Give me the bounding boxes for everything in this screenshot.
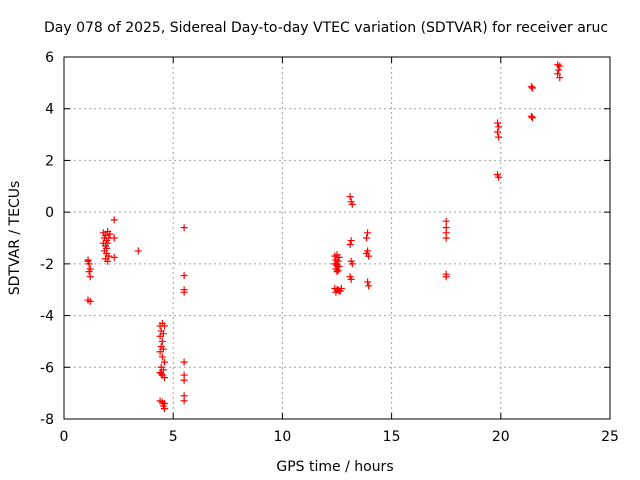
data-point: [160, 405, 168, 413]
data-point: [346, 193, 354, 201]
data-point: [104, 257, 112, 265]
chart-title: Day 078 of 2025, Sidereal Day-to-day VTE…: [44, 20, 608, 36]
y-tick-label: 4: [45, 102, 54, 118]
data-point: [160, 358, 168, 366]
data-point: [158, 353, 166, 361]
data-point: [110, 253, 118, 261]
data-point: [495, 133, 503, 141]
x-tick-label: 5: [169, 429, 178, 445]
data-point: [495, 173, 503, 181]
data-points: [84, 61, 564, 413]
data-point: [180, 376, 188, 384]
data-point: [158, 337, 166, 345]
data-point: [85, 260, 93, 268]
data-point: [346, 240, 354, 248]
axis-ticks: 0 5 10 15 20 25 -8 -6 -4 -2 0 2 4 6: [40, 50, 619, 445]
y-tick-label: 0: [45, 205, 54, 221]
x-axis-label: GPS time / hours: [276, 459, 393, 475]
x-tick-label: 0: [60, 429, 69, 445]
data-point: [180, 224, 188, 232]
data-point: [134, 247, 142, 255]
data-point: [362, 234, 370, 242]
y-tick-label: -8: [40, 412, 54, 428]
data-point: [556, 74, 564, 82]
y-tick-label: 6: [45, 50, 54, 66]
data-point: [160, 374, 168, 382]
data-point: [347, 237, 355, 245]
data-point: [180, 397, 188, 405]
data-point: [157, 370, 165, 378]
data-point: [442, 273, 450, 281]
y-tick-label: -6: [40, 360, 54, 376]
data-point: [362, 250, 370, 258]
x-tick-label: 20: [492, 429, 510, 445]
data-point: [85, 268, 93, 276]
data-point: [495, 123, 503, 131]
data-point: [156, 332, 164, 340]
data-point: [494, 119, 502, 127]
data-point: [364, 229, 372, 237]
data-point: [347, 275, 355, 283]
data-point: [180, 271, 188, 279]
y-axis-label: SDTVAR / TECUs: [7, 181, 23, 296]
data-point: [110, 234, 118, 242]
data-point: [528, 84, 536, 92]
data-point: [86, 297, 94, 305]
y-tick-label: -4: [40, 309, 54, 325]
data-point: [365, 282, 373, 290]
data-point: [364, 278, 372, 286]
grid-lines: [64, 57, 610, 419]
y-tick-label: 2: [45, 153, 54, 169]
x-tick-label: 10: [273, 429, 291, 445]
x-tick-label: 25: [601, 429, 619, 445]
data-point: [333, 268, 341, 276]
data-point: [528, 114, 536, 122]
data-point: [160, 322, 168, 330]
data-point: [556, 62, 564, 70]
x-tick-label: 15: [383, 429, 401, 445]
data-point: [99, 239, 107, 247]
data-point: [442, 217, 450, 225]
data-point: [180, 358, 188, 366]
data-point: [180, 288, 188, 296]
data-point: [156, 348, 164, 356]
data-point: [334, 266, 342, 274]
data-point: [348, 200, 356, 208]
data-point: [442, 234, 450, 242]
data-point: [527, 83, 535, 91]
data-point: [554, 70, 562, 78]
data-point: [106, 230, 114, 238]
data-point: [86, 273, 94, 281]
data-point: [84, 256, 92, 264]
data-point: [494, 128, 502, 136]
data-point: [103, 244, 111, 252]
y-tick-label: -2: [40, 257, 54, 273]
data-point: [336, 287, 344, 295]
data-point: [527, 112, 535, 120]
data-point: [348, 260, 356, 268]
data-point: [110, 216, 118, 224]
data-point: [555, 66, 563, 74]
plot-frame: [63, 56, 611, 420]
